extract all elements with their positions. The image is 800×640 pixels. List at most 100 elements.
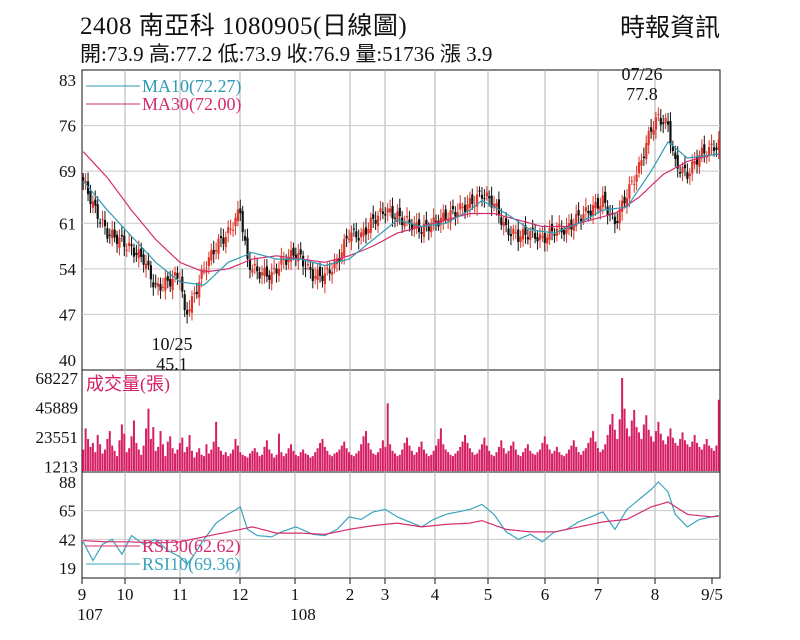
x-year-label: 108 xyxy=(290,605,316,624)
volume-bar xyxy=(111,445,114,471)
volume-bar xyxy=(227,456,230,471)
candle-body xyxy=(582,213,585,221)
candle-body xyxy=(125,249,128,251)
volume-bar xyxy=(601,449,604,471)
volume-bar xyxy=(476,453,479,471)
candle-body xyxy=(715,147,718,150)
volume-bar xyxy=(270,453,273,471)
candle-body xyxy=(144,263,148,269)
volume-bar xyxy=(679,438,682,471)
volume-bar xyxy=(297,456,300,471)
candle-body xyxy=(338,257,341,262)
candle-body xyxy=(362,229,365,237)
volume-bar xyxy=(205,444,208,471)
candle-body xyxy=(212,249,215,255)
volume-bar xyxy=(302,449,305,471)
candle-body xyxy=(703,144,706,154)
volume-bar xyxy=(442,444,445,471)
candle-body xyxy=(99,222,102,224)
volume-bar xyxy=(352,456,355,471)
volume-bar xyxy=(357,450,360,471)
candle-body xyxy=(364,227,368,235)
candle-body xyxy=(149,265,152,280)
candle-body xyxy=(633,183,636,185)
volume-bar xyxy=(425,453,428,471)
volume-bar xyxy=(534,454,537,471)
volume-bar xyxy=(555,446,558,471)
volume-bar xyxy=(604,444,607,471)
candle-body xyxy=(449,209,452,223)
volume-bar xyxy=(524,448,527,471)
candle-body xyxy=(430,225,433,233)
candle-body xyxy=(345,235,348,239)
x-tick-label: 3 xyxy=(381,585,390,604)
candle-body xyxy=(277,268,281,276)
volume-bar xyxy=(507,450,510,471)
candle-body xyxy=(215,250,218,252)
volume-bar xyxy=(391,450,394,471)
volume-bar xyxy=(703,444,706,471)
volume-bar xyxy=(519,456,522,471)
candle-body xyxy=(398,207,401,217)
volume-bar xyxy=(563,456,566,471)
candle-body xyxy=(94,199,97,206)
volume-bar xyxy=(650,436,653,471)
volume-bar xyxy=(99,444,102,471)
candle-body xyxy=(275,268,278,274)
candle-body xyxy=(202,269,206,271)
candle-body xyxy=(256,266,259,272)
volume-bar xyxy=(599,452,602,471)
volume-bar xyxy=(473,454,476,471)
candle-body xyxy=(488,196,491,199)
candle-body xyxy=(536,237,539,242)
candle-body xyxy=(294,254,297,259)
candle-body xyxy=(321,275,324,282)
candle-body xyxy=(483,198,486,200)
volume-tick-label: 23551 xyxy=(36,428,79,447)
candle-body xyxy=(137,249,140,259)
candle-body xyxy=(297,252,300,262)
volume-bar xyxy=(406,437,409,471)
volume-bar xyxy=(490,454,493,471)
volume-bar xyxy=(688,446,691,471)
volume-bar xyxy=(282,456,285,471)
candle-body xyxy=(599,205,602,211)
volume-bar xyxy=(154,450,157,471)
volume-bar xyxy=(328,454,331,471)
candle-body xyxy=(253,263,256,266)
candle-body xyxy=(161,287,165,289)
volume-bar xyxy=(193,457,196,471)
volume-bar xyxy=(403,442,406,471)
volume-bar xyxy=(294,454,297,471)
volume-bar xyxy=(311,456,314,471)
candle-body xyxy=(173,272,177,276)
candle-body xyxy=(480,194,484,199)
volume-bar xyxy=(609,424,612,471)
x-tick-label: 8 xyxy=(651,585,660,604)
candle-body xyxy=(478,190,481,192)
candle-body xyxy=(642,156,645,159)
volume-bar xyxy=(145,428,148,471)
candle-body xyxy=(292,247,295,256)
candle-body xyxy=(466,204,469,212)
candle-body xyxy=(118,237,121,248)
volume-bar xyxy=(253,448,256,471)
candle-body xyxy=(248,259,252,270)
candle-body xyxy=(391,205,394,219)
volume-bar xyxy=(244,456,247,471)
candle-body xyxy=(524,225,527,235)
volume-bar xyxy=(582,450,585,471)
candle-body xyxy=(91,201,94,208)
candle-body xyxy=(120,234,123,237)
volume-bar xyxy=(415,452,418,471)
volume-bar xyxy=(360,444,363,471)
candle-body xyxy=(219,236,223,239)
volume-bar xyxy=(268,449,271,471)
candle-body xyxy=(676,155,679,169)
volume-bar xyxy=(345,448,348,471)
candle-body xyxy=(422,223,426,237)
candle-body xyxy=(207,257,210,267)
volume-bar xyxy=(137,449,140,471)
volume-bar xyxy=(565,453,568,471)
volume-bar xyxy=(256,452,259,471)
